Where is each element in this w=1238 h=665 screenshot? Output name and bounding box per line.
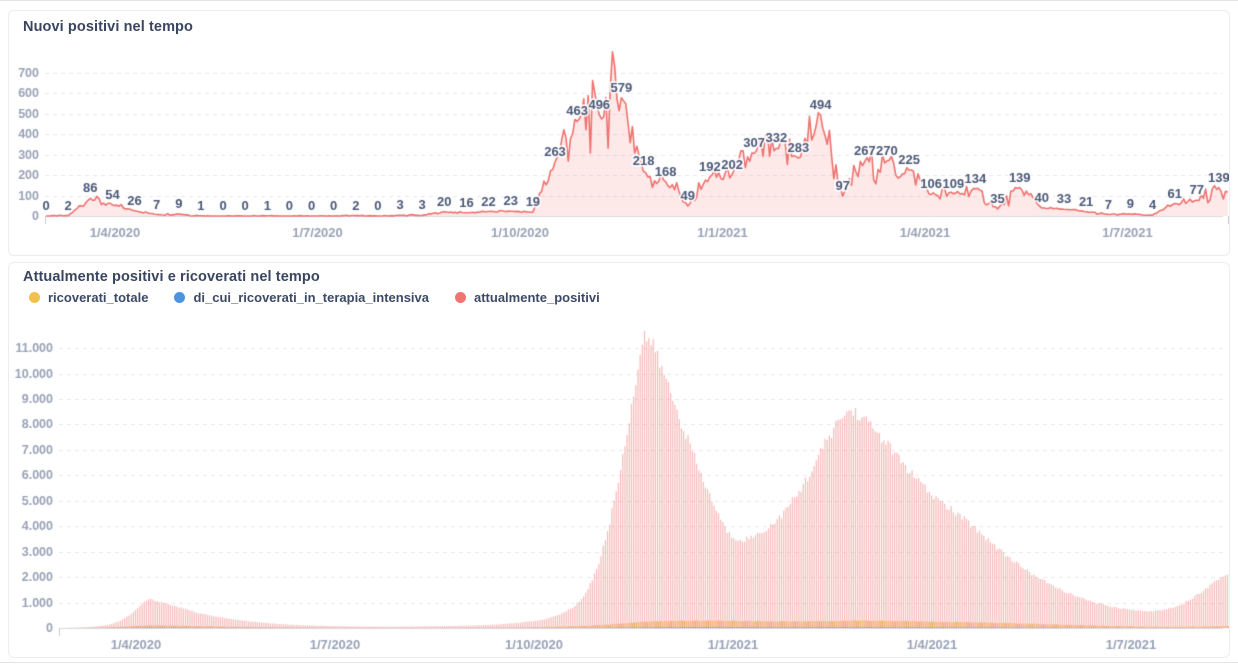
legend-item-attualmente-positivi[interactable]: attualmente_positivi	[455, 290, 600, 305]
legend-dot-attualmente-positivi	[455, 292, 466, 303]
legend-dot-terapia-intensiva	[174, 292, 186, 303]
chart-title-new-positives: Nuovi positivi nel tempo	[23, 19, 193, 35]
legend-item-terapia-intensiva[interactable]: di_cui_ricoverati_in_terapia_intensiva	[174, 290, 429, 305]
legend-label-terapia-intensiva: di_cui_ricoverati_in_terapia_intensiva	[193, 290, 429, 305]
legend-label-ricoverati-totale: ricoverati_totale	[48, 290, 149, 305]
chart-title-active-positives: Attualmente positivi e ricoverati nel te…	[23, 269, 320, 285]
bottom-divider	[0, 662, 1238, 663]
new-positives-chart-canvas[interactable]	[9, 11, 1229, 255]
active-positives-card: Attualmente positivi e ricoverati nel te…	[8, 262, 1230, 658]
new-positives-card: Nuovi positivi nel tempo	[8, 10, 1230, 256]
chart-legend: ricoverati_totale di_cui_ricoverati_in_t…	[29, 290, 600, 305]
top-divider	[0, 0, 1238, 1]
legend-item-ricoverati-totale[interactable]: ricoverati_totale	[29, 290, 148, 305]
legend-label-attualmente-positivi: attualmente_positivi	[474, 290, 600, 305]
active-positives-chart-canvas[interactable]	[9, 263, 1229, 657]
legend-dot-ricoverati-totale	[29, 292, 40, 303]
